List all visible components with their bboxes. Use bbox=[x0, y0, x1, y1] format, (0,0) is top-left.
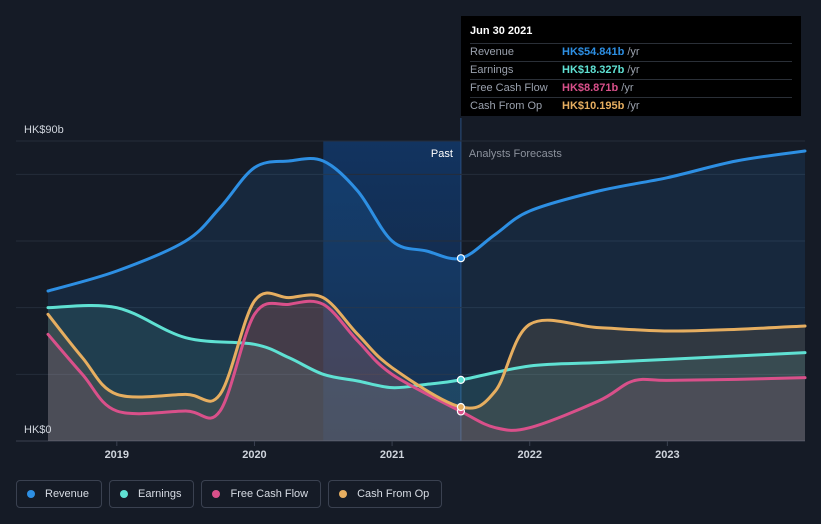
tooltip-value: HK$10.195b bbox=[562, 100, 625, 112]
x-tick-label: 2019 bbox=[105, 449, 129, 461]
tooltip-unit: /yr bbox=[627, 100, 640, 112]
x-tick-label: 2023 bbox=[655, 449, 679, 461]
legend-label: Earnings bbox=[138, 488, 182, 500]
tooltip-row-revenue: Revenue HK$54.841b /yr bbox=[470, 43, 792, 61]
tooltip-unit: /yr bbox=[621, 82, 634, 94]
x-tick-label: 2020 bbox=[242, 449, 266, 461]
tooltip-label: Revenue bbox=[470, 46, 515, 58]
past-highlight-band bbox=[323, 141, 461, 441]
y-axis-min-label: HK$0 bbox=[24, 424, 52, 436]
tooltip-value: HK$54.841b bbox=[562, 46, 625, 58]
legend-dot-icon bbox=[27, 490, 35, 498]
tooltip-value: HK$8.871b bbox=[562, 82, 619, 94]
forecast-label: Analysts Forecasts bbox=[469, 148, 562, 160]
area-free-cash-flow bbox=[48, 301, 805, 441]
marker-cash-from-op bbox=[456, 402, 466, 412]
legend-item-cash-from-op[interactable]: Cash From Op bbox=[328, 480, 443, 508]
tooltip: Jun 30 2021 Revenue HK$54.841b /yr Earni… bbox=[461, 16, 801, 116]
tooltip-row-free-cash-flow: Free Cash Flow HK$8.871b /yr bbox=[470, 79, 792, 97]
marker-revenue bbox=[456, 254, 466, 263]
line-cash-from-op bbox=[46, 291, 807, 410]
x-tick-label: 2022 bbox=[517, 449, 541, 461]
tooltip-label: Cash From Op bbox=[470, 100, 543, 112]
tooltip-unit: /yr bbox=[627, 46, 640, 58]
legend-item-free-cash-flow[interactable]: Free Cash Flow bbox=[201, 480, 322, 508]
line-free-cash-flow bbox=[46, 299, 807, 432]
tooltip-unit: /yr bbox=[627, 64, 640, 76]
legend-dot-icon bbox=[339, 490, 348, 498]
tooltip-date: Jun 30 2021 bbox=[470, 25, 533, 37]
marker-earnings bbox=[456, 375, 466, 385]
line-revenue bbox=[46, 149, 807, 293]
tooltip-label: Earnings bbox=[470, 64, 514, 76]
x-tick-label: 2021 bbox=[380, 449, 404, 461]
legend: Revenue Earnings Free Cash Flow Cash Fro… bbox=[16, 480, 443, 508]
area-earnings bbox=[48, 305, 805, 441]
legend-label: Free Cash Flow bbox=[230, 488, 309, 500]
past-label: Past bbox=[431, 148, 453, 160]
line-earnings bbox=[46, 303, 807, 390]
tooltip-row-cash-from-op: Cash From Op HK$10.195b /yr bbox=[470, 97, 792, 115]
legend-label: Cash From Op bbox=[357, 488, 430, 500]
tooltip-row-earnings: Earnings HK$18.327b /yr bbox=[470, 61, 792, 79]
tooltip-label: Free Cash Flow bbox=[470, 82, 548, 94]
legend-dot-icon bbox=[212, 490, 221, 498]
legend-dot-icon bbox=[120, 490, 129, 498]
y-axis-max-label: HK$90b bbox=[24, 124, 64, 136]
legend-item-revenue[interactable]: Revenue bbox=[16, 480, 103, 508]
tooltip-value: HK$18.327b bbox=[562, 64, 625, 76]
legend-item-earnings[interactable]: Earnings bbox=[109, 480, 195, 508]
legend-label: Revenue bbox=[45, 488, 90, 500]
